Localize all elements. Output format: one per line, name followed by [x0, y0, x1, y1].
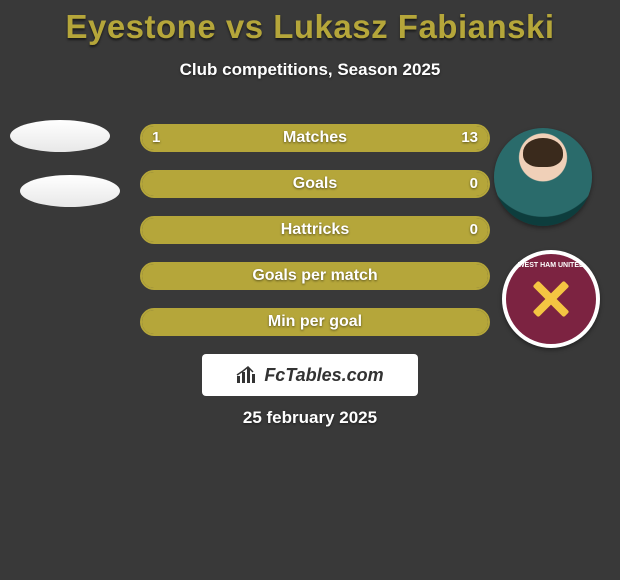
bar-value-right: 0	[470, 172, 478, 196]
page-title: Eyestone vs Lukasz Fabianski	[0, 0, 620, 46]
bar-chart-icon	[236, 366, 258, 384]
player-left-avatar-placeholder	[10, 120, 110, 152]
crossed-hammers-icon	[528, 276, 574, 322]
bar-label: Matches	[142, 126, 488, 150]
player-right-avatar	[494, 128, 592, 226]
stat-bar: Goals per match	[140, 262, 490, 290]
stat-bar: Matches1 13	[140, 124, 490, 152]
stat-bar: Min per goal	[140, 308, 490, 336]
club-crest-label: WEST HAM UNITED	[506, 262, 596, 270]
snapshot-date: 25 february 2025	[0, 408, 620, 428]
bar-label: Min per goal	[142, 310, 488, 334]
bar-label: Goals per match	[142, 264, 488, 288]
bar-label: Goals	[142, 172, 488, 196]
branding-label: FcTables.com	[264, 365, 383, 386]
stat-bar: Goals0	[140, 170, 490, 198]
player-left-club-placeholder	[20, 175, 120, 207]
page-subtitle: Club competitions, Season 2025	[0, 60, 620, 80]
stat-bar: Hattricks0	[140, 216, 490, 244]
bar-value-right: 0	[470, 218, 478, 242]
player-right-club-crest: WEST HAM UNITED	[502, 250, 600, 348]
comparison-bars: Matches113Goals0Hattricks0Goals per matc…	[140, 124, 490, 354]
bar-label: Hattricks	[142, 218, 488, 242]
branding-box: FcTables.com	[202, 354, 418, 396]
bar-value-right: 13	[461, 126, 478, 150]
bar-value-left: 1	[152, 126, 160, 150]
